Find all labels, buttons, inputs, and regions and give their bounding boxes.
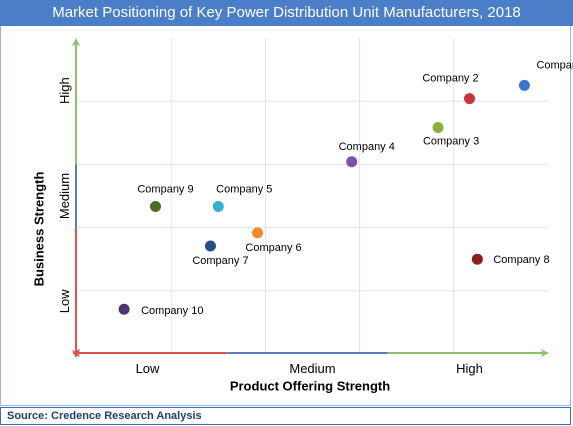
data-point-label: Company 10: [141, 305, 203, 317]
data-point-label: Company 5: [216, 184, 272, 196]
data-point-label: Company 1: [536, 59, 573, 71]
data-point: [464, 93, 475, 105]
data-point: [471, 253, 483, 265]
data-point-label: Company 9: [137, 184, 193, 196]
data-point: [118, 303, 130, 315]
data-point-label: Company 7: [192, 255, 248, 267]
data-point-label: Company 2: [422, 73, 478, 85]
data-point: [252, 227, 264, 239]
x-axis-title: Product Offering Strength: [229, 378, 391, 394]
data-point: [432, 122, 444, 134]
data-point-label: Company 6: [245, 242, 301, 254]
source-note: Source: Credence Research Analysis: [0, 407, 571, 425]
x-tick-label: High: [456, 361, 483, 376]
y-tick-label: High: [57, 77, 72, 104]
y-axis-title: Business Strength: [31, 171, 47, 287]
data-point: [518, 79, 530, 91]
data-point: [212, 201, 224, 213]
y-tick-label: Medium: [57, 173, 72, 219]
data-point: [150, 201, 161, 213]
positioning-chart: Low Medium High Low Medium High Company 1 Compa…: [57, 38, 573, 376]
chart-frame: [0, 26, 571, 406]
chart-title: Market Positioning of Key Power Distribu…: [0, 0, 573, 26]
y-tick-label: Low: [57, 289, 72, 313]
x-tick-label: Medium: [289, 361, 335, 376]
data-point-label: Company 3: [423, 136, 479, 148]
data-point-label: Company 4: [339, 141, 395, 153]
data-point: [204, 240, 216, 252]
data-point-label: Company 8: [493, 254, 549, 266]
x-tick-label: Low: [136, 361, 160, 376]
data-point: [346, 156, 358, 168]
